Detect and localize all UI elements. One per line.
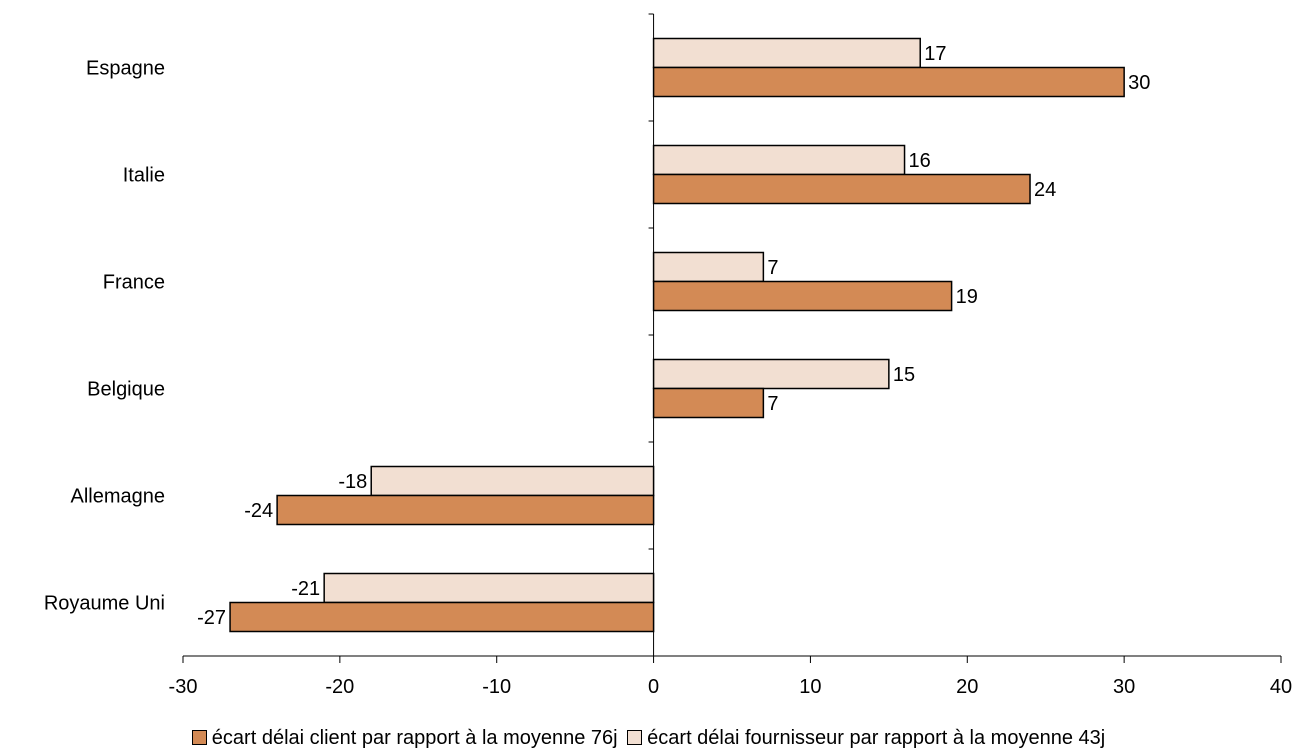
legend-label-client: écart délai client par rapport à la moye… bbox=[211, 727, 618, 749]
category-label: Belgique bbox=[87, 379, 165, 401]
category-label: Espagne bbox=[86, 58, 165, 80]
category-label: Allemagne bbox=[70, 486, 165, 508]
data-label-client: 7 bbox=[767, 393, 778, 415]
legend-swatch-supplier bbox=[627, 730, 643, 745]
x-tick-label: 20 bbox=[956, 676, 978, 698]
data-label-client: -27 bbox=[197, 607, 226, 629]
bar-supplier bbox=[652, 144, 906, 176]
category-label: France bbox=[103, 272, 165, 294]
x-tick-label: 10 bbox=[799, 676, 821, 698]
data-label-client: 19 bbox=[956, 286, 978, 308]
data-label-supplier: 16 bbox=[909, 150, 931, 172]
bar-supplier bbox=[652, 251, 765, 283]
x-tick-label: -10 bbox=[482, 676, 511, 698]
data-label-client: 30 bbox=[1128, 72, 1150, 94]
bar-client bbox=[652, 173, 1031, 205]
legend-item-supplier: écart délai fournisseur par rapport à la… bbox=[627, 726, 1105, 750]
data-label-client: 24 bbox=[1034, 179, 1056, 201]
bar-supplier bbox=[652, 358, 890, 390]
bar-client bbox=[652, 66, 1125, 98]
x-tick-label: 0 bbox=[648, 676, 659, 698]
x-tick-label: -20 bbox=[325, 676, 354, 698]
legend: écart délai client par rapport à la moye… bbox=[0, 726, 1297, 750]
bar-client bbox=[652, 280, 953, 312]
data-label-supplier: 7 bbox=[767, 257, 778, 279]
bar-client bbox=[276, 494, 655, 526]
bar-client bbox=[229, 601, 655, 633]
data-label-supplier: -21 bbox=[291, 578, 320, 600]
data-label-supplier: 17 bbox=[924, 43, 946, 65]
bar-supplier bbox=[652, 37, 921, 69]
legend-item-client: écart délai client par rapport à la moye… bbox=[191, 726, 618, 750]
x-tick-label: 40 bbox=[1270, 676, 1292, 698]
bar-supplier bbox=[323, 572, 655, 604]
data-label-supplier: 15 bbox=[893, 364, 915, 386]
legend-swatch-client bbox=[191, 730, 207, 745]
category-label: Royaume Uni bbox=[44, 593, 165, 615]
category-label: Italie bbox=[123, 165, 165, 187]
x-tick-label: -30 bbox=[169, 676, 198, 698]
x-tick-label: 30 bbox=[1113, 676, 1135, 698]
bar-chart: -30 -20 -10 0 10 20 30 40 Espagne 17 30 Italie 16 24 F… bbox=[44, 13, 1292, 698]
data-label-supplier: -18 bbox=[338, 471, 367, 493]
data-label-client: -24 bbox=[244, 500, 273, 522]
bar-client bbox=[652, 387, 765, 419]
legend-label-supplier: écart délai fournisseur par rapport à la… bbox=[647, 727, 1106, 749]
bar-supplier bbox=[370, 465, 655, 497]
